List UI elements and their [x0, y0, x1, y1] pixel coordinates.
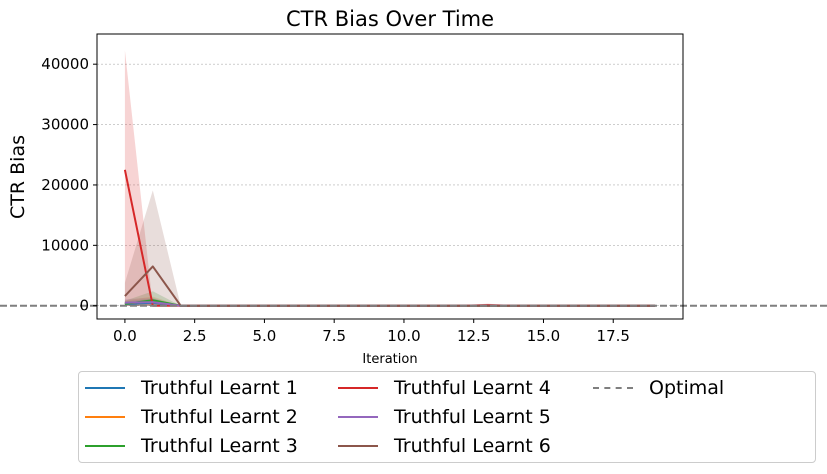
x-tick-label: 17.5: [597, 327, 630, 345]
ctr-bias-chart: 0.0 2.5 5.0 7.5 10.0 12.5 15.0 17.5 0 10000 20000…: [0, 7, 827, 367]
legend-swatch: [593, 387, 633, 389]
y-tick-label: 0: [79, 297, 89, 315]
x-tick-label: 2.5: [183, 327, 207, 345]
legend-item: Truthful Learnt 3: [85, 434, 298, 458]
legend-item: Optimal: [593, 376, 724, 400]
legend-item: Truthful Learnt 2: [85, 405, 298, 429]
legend-label: Truthful Learnt 4: [394, 377, 551, 399]
chart-title: CTR Bias Over Time: [286, 7, 494, 31]
x-tick-label: 12.5: [457, 327, 490, 345]
x-tick-label: 0.0: [113, 327, 137, 345]
plot-area: [97, 34, 683, 319]
y-axis-label: CTR Bias: [7, 135, 29, 219]
y-tick-label: 30000: [41, 116, 89, 134]
y-axis-ticks: 0 10000 20000 30000 40000: [41, 55, 97, 315]
legend-label: Optimal: [649, 377, 725, 399]
x-tick-label: 7.5: [322, 327, 346, 345]
x-tick-label: 10.0: [387, 327, 420, 345]
y-tick-label: 20000: [41, 176, 89, 194]
legend-label: Truthful Learnt 6: [394, 435, 551, 457]
legend-item: Truthful Learnt 1: [85, 376, 298, 400]
legend-swatch: [338, 416, 378, 418]
y-tick-label: 40000: [41, 55, 89, 73]
plot-frame: [96, 33, 684, 320]
chart-legend: Truthful Learnt 1 Truthful Learnt 2 Truthf…: [78, 371, 816, 463]
legend-label: Truthful Learnt 1: [141, 377, 298, 399]
x-tick-label: 5.0: [252, 327, 276, 345]
y-tick-label: 10000: [41, 236, 89, 254]
legend-label: Truthful Learnt 3: [141, 435, 298, 457]
legend-swatch: [338, 387, 378, 389]
legend-item: Truthful Learnt 6: [338, 434, 551, 458]
x-tick-label: 15.0: [527, 327, 560, 345]
legend-swatch: [338, 445, 378, 447]
legend-swatch: [85, 445, 125, 447]
legend-item: Truthful Learnt 5: [338, 405, 551, 429]
legend-label: Truthful Learnt 2: [141, 406, 298, 428]
x-axis-ticks: 0.0 2.5 5.0 7.5 10.0 12.5 15.0 17.5: [113, 319, 630, 345]
legend-swatch: [85, 416, 125, 418]
legend-swatch: [85, 387, 125, 389]
legend-label: Truthful Learnt 5: [394, 406, 551, 428]
legend-item: Truthful Learnt 4: [338, 376, 551, 400]
confidence-band-6: [124, 190, 656, 306]
x-axis-label: Iteration: [362, 352, 417, 367]
